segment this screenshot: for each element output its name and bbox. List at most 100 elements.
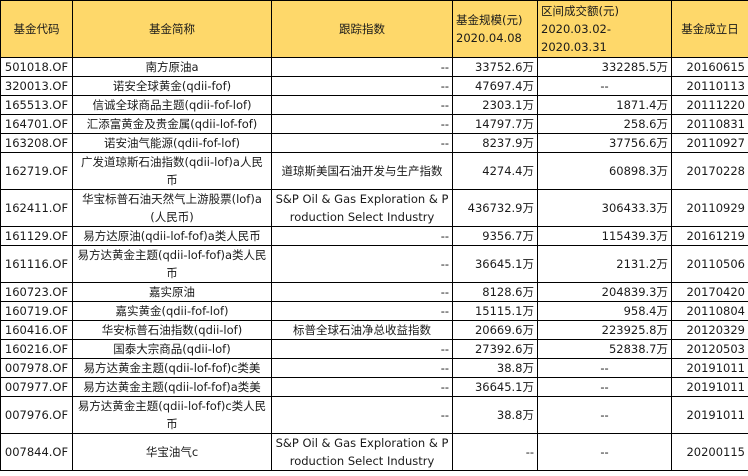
table-row: 007976.OF 易方达黄金主题(qdii-lof-fof)c类人民币 -- 38.… <box>0 396 748 434</box>
header-volume-line3: 2020.03.31 <box>541 40 607 54</box>
cell-inception: 20110506 <box>671 245 748 283</box>
cell-scale: 36645.1万 <box>452 377 538 397</box>
cell-volume: 1871.4万 <box>537 95 672 115</box>
cell-index: 道琼斯美国石油开发与生产指数 <box>271 152 453 190</box>
cell-volume: -- <box>537 377 672 397</box>
cell-scale: 2303.1万 <box>452 95 538 115</box>
cell-scale: 8237.9万 <box>452 133 538 153</box>
cell-index: 标普全球石油净总收益指数 <box>271 320 453 340</box>
cell-scale: 33752.6万 <box>452 57 538 77</box>
cell-index: -- <box>271 57 453 77</box>
cell-scale: 9356.7万 <box>452 226 538 246</box>
cell-index: S&P Oil & Gas Exploration & Production S… <box>271 433 453 471</box>
cell-inception: 20110929 <box>671 189 748 227</box>
header-volume-line2: 2020.03.02- <box>541 22 611 36</box>
cell-code: 161129.OF <box>0 226 73 246</box>
cell-name: 易方达黄金主题(qdii-lof-fof)a类人民币 <box>72 245 272 283</box>
cell-scale: 27392.6万 <box>452 339 538 359</box>
table-row: 161116.OF 易方达黄金主题(qdii-lof-fof)a类人民币 -- 366… <box>0 245 748 283</box>
cell-inception: 20111220 <box>671 95 748 115</box>
table-row: 163208.OF 诺安油气能源(qdii-fof-lof) -- 8237.9万 37… <box>0 133 748 153</box>
cell-index: -- <box>271 114 453 134</box>
cell-index: -- <box>271 282 453 302</box>
header-scale-line1: 基金规模(元) <box>456 13 523 27</box>
table-row: 164701.OF 汇添富黄金及贵金属(qdii-lof-fof) -- 14797.… <box>0 114 748 134</box>
table-row: 160416.OF 华安标普石油指数(qdii-lof) 标普全球石油净总收益指数 2… <box>0 320 748 340</box>
cell-volume: 958.4万 <box>537 301 672 321</box>
cell-index: -- <box>271 76 453 96</box>
cell-index: -- <box>271 301 453 321</box>
cell-scale: 38.8万 <box>452 358 538 378</box>
cell-name: 易方达黄金主题(qdii-lof-fof)a类美 <box>72 377 272 397</box>
cell-inception: 20120329 <box>671 320 748 340</box>
cell-volume: 258.6万 <box>537 114 672 134</box>
table-row: 160719.OF 嘉实黄金(qdii-fof-lof) -- 15115.1万 958… <box>0 301 748 321</box>
cell-index: -- <box>271 377 453 397</box>
cell-inception: 20110831 <box>671 114 748 134</box>
cell-name: 汇添富黄金及贵金属(qdii-lof-fof) <box>72 114 272 134</box>
header-scale-line2: 2020.04.08 <box>456 31 522 45</box>
cell-volume: 204839.3万 <box>537 282 672 302</box>
cell-inception: 20110804 <box>671 301 748 321</box>
cell-name: 易方达黄金主题(qdii-lof-fof)c类美 <box>72 358 272 378</box>
cell-volume: 52838.7万 <box>537 339 672 359</box>
table-row: 320013.OF 诺安全球黄金(qdii-fof) -- 47697.4万 -- 201… <box>0 76 748 96</box>
table-row: 007978.OF 易方达黄金主题(qdii-lof-fof)c类美 -- 38.8万… <box>0 358 748 378</box>
cell-index: -- <box>271 95 453 115</box>
cell-index: -- <box>271 226 453 246</box>
cell-name: 诺安全球黄金(qdii-fof) <box>72 76 272 96</box>
header-scale: 基金规模(元) 2020.04.08 <box>452 0 538 58</box>
cell-name: 易方达黄金主题(qdii-lof-fof)c类人民币 <box>72 396 272 434</box>
cell-inception: 20170420 <box>671 282 748 302</box>
cell-inception: 20110927 <box>671 133 748 153</box>
cell-scale: 15115.1万 <box>452 301 538 321</box>
table-row: 007844.OF 华宝油气c S&P Oil & Gas Exploration … <box>0 433 748 471</box>
cell-scale: 14797.7万 <box>452 114 538 134</box>
cell-index: S&P Oil & Gas Exploration & Production S… <box>271 189 453 227</box>
cell-index: -- <box>271 245 453 283</box>
cell-volume: 306433.3万 <box>537 189 672 227</box>
table-row: 161129.OF 易方达原油(qdii-lof-fof)a类人民币 -- 9356.… <box>0 226 748 246</box>
cell-code: 165513.OF <box>0 95 73 115</box>
cell-name: 国泰大宗商品(qdii-lof) <box>72 339 272 359</box>
cell-index: -- <box>271 133 453 153</box>
cell-code: 162719.OF <box>0 152 73 190</box>
cell-code: 162411.OF <box>0 189 73 227</box>
cell-name: 诺安油气能源(qdii-fof-lof) <box>72 133 272 153</box>
cell-name: 华宝标普石油天然气上游股票(lof)a(人民币) <box>72 189 272 227</box>
cell-name: 广发道琼斯石油指数(qdii-lof)a人民币 <box>72 152 272 190</box>
cell-inception: 20191011 <box>671 358 748 378</box>
table-row: 162411.OF 华宝标普石油天然气上游股票(lof)a(人民币) S&P Oil… <box>0 189 748 227</box>
cell-inception: 20191011 <box>671 377 748 397</box>
table-row: 007977.OF 易方达黄金主题(qdii-lof-fof)a类美 -- 36645… <box>0 377 748 397</box>
cell-name: 嘉实黄金(qdii-fof-lof) <box>72 301 272 321</box>
cell-volume: 37756.6万 <box>537 133 672 153</box>
cell-code: 163208.OF <box>0 133 73 153</box>
cell-scale: 8128.6万 <box>452 282 538 302</box>
cell-name: 南方原油a <box>72 57 272 77</box>
cell-code: 007978.OF <box>0 358 73 378</box>
cell-volume: 332285.5万 <box>537 57 672 77</box>
cell-scale: 47697.4万 <box>452 76 538 96</box>
table-row: 501018.OF 南方原油a -- 33752.6万 332285.5万 2016061… <box>0 57 748 77</box>
header-inception: 基金成立日 <box>671 0 748 58</box>
table-row: 160216.OF 国泰大宗商品(qdii-lof) -- 27392.6万 52838… <box>0 339 748 359</box>
table-row: 162719.OF 广发道琼斯石油指数(qdii-lof)a人民币 道琼斯美国石油开… <box>0 152 748 190</box>
cell-code: 164701.OF <box>0 114 73 134</box>
cell-volume: 2131.2万 <box>537 245 672 283</box>
cell-scale: 36645.1万 <box>452 245 538 283</box>
cell-scale: 436732.9万 <box>452 189 538 227</box>
cell-name: 华宝油气c <box>72 433 272 471</box>
cell-name: 易方达原油(qdii-lof-fof)a类人民币 <box>72 226 272 246</box>
cell-code: 161116.OF <box>0 245 73 283</box>
cell-code: 160416.OF <box>0 320 73 340</box>
cell-volume: 115439.3万 <box>537 226 672 246</box>
cell-code: 501018.OF <box>0 57 73 77</box>
cell-inception: 20110113 <box>671 76 748 96</box>
cell-volume: -- <box>537 396 672 434</box>
cell-volume: 60898.3万 <box>537 152 672 190</box>
cell-volume: -- <box>537 76 672 96</box>
header-index: 跟踪指数 <box>271 0 453 58</box>
cell-inception: 20170228 <box>671 152 748 190</box>
